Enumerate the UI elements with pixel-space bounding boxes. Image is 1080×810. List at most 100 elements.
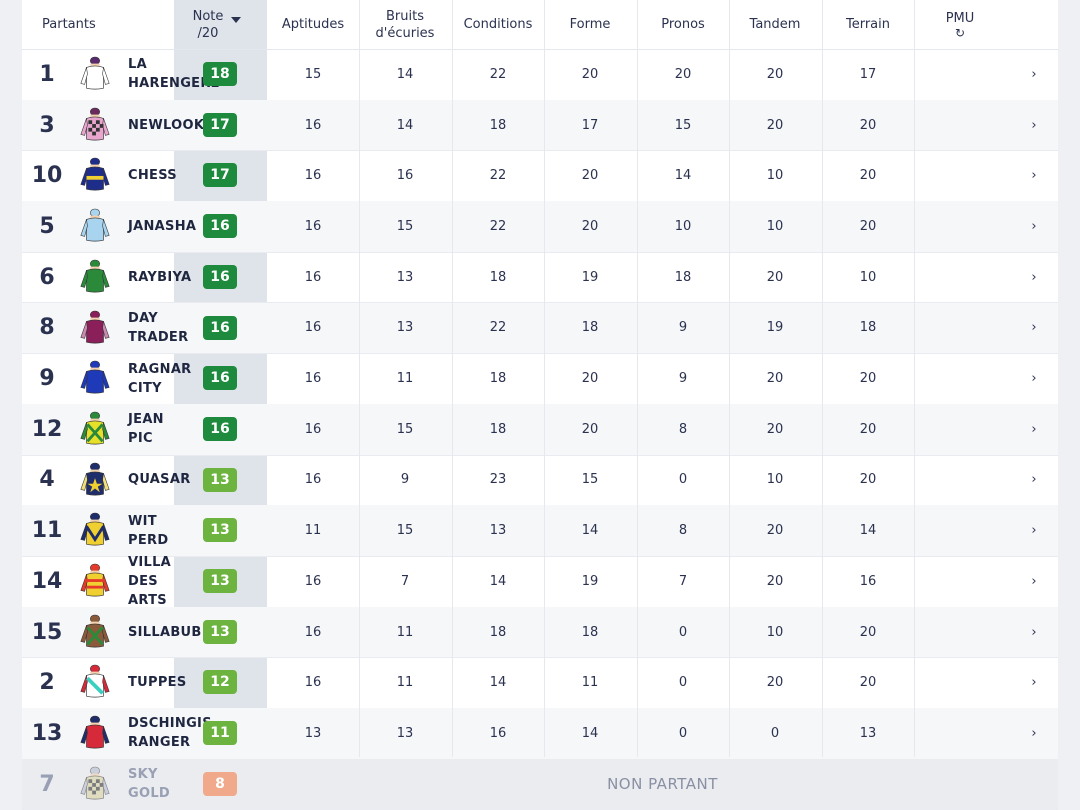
horse-name[interactable]: CHESS xyxy=(128,168,177,184)
jockey-silk-icon xyxy=(78,765,112,803)
col-pmu[interactable]: PMU ↻ xyxy=(914,0,1006,49)
chevron-right-icon[interactable]: › xyxy=(1031,320,1037,336)
col-forme[interactable]: Forme xyxy=(544,0,636,49)
cell-tandem: 20 xyxy=(766,269,784,285)
runner-number: 15 xyxy=(31,619,63,645)
chevron-right-icon[interactable]: › xyxy=(1031,573,1037,589)
cell-tandem: 19 xyxy=(766,320,784,336)
chevron-right-icon[interactable]: › xyxy=(1031,66,1037,82)
table-row[interactable]: 4 QUASAR 13 16 9 23 15 0 10 20 › xyxy=(22,455,1058,507)
cell-pronos: 15 xyxy=(674,117,692,133)
horse-name[interactable]: DSCHINGIS RANGER xyxy=(128,716,212,751)
table-row[interactable]: 10 CHESS 17 16 16 22 20 14 10 20 › xyxy=(22,150,1058,203)
runner-number: 7 xyxy=(39,771,55,797)
cell-bruits: 13 xyxy=(396,725,414,741)
horse-name[interactable]: SKY GOLD xyxy=(128,767,170,802)
note-badge: 16 xyxy=(203,315,237,340)
cell-forme: 14 xyxy=(581,523,599,539)
table-row[interactable]: 1 LA HARENGERE 18 15 14 22 20 20 20 17 › xyxy=(22,49,1058,101)
cell-tandem: 20 xyxy=(766,421,784,437)
table-row[interactable]: 9 RAGNAR CITY 16 16 11 18 20 9 20 20 › xyxy=(22,353,1058,405)
horse-name[interactable]: DAY TRADER xyxy=(128,310,189,345)
note-badge: 17 xyxy=(203,163,237,188)
jockey-silk-icon xyxy=(78,359,112,397)
cell-forme: 20 xyxy=(581,218,599,234)
non-partant-label: NON PARTANT xyxy=(607,775,718,794)
table-row[interactable]: 13 DSCHINGIS RANGER 11 13 13 16 14 0 0 13 › xyxy=(22,708,1058,760)
horse-name[interactable]: JEAN PIC xyxy=(128,412,164,447)
cell-terrain: 20 xyxy=(859,624,877,640)
chevron-right-icon[interactable]: › xyxy=(1031,269,1037,285)
chevron-right-icon[interactable]: › xyxy=(1031,675,1037,691)
note-badge: 16 xyxy=(203,416,237,441)
horse-name[interactable]: WIT PERD xyxy=(128,513,169,548)
cell-bruits: 14 xyxy=(396,66,414,82)
cell-aptitudes: 16 xyxy=(304,421,322,437)
horse-name[interactable]: TUPPES xyxy=(128,675,187,691)
table-row[interactable]: 8 DAY TRADER 16 16 13 22 18 9 19 18 › xyxy=(22,302,1058,355)
cell-terrain: 20 xyxy=(859,168,877,184)
chevron-right-icon[interactable]: › xyxy=(1031,472,1037,488)
cell-bruits: 15 xyxy=(396,523,414,539)
table-row[interactable]: 2 TUPPES 12 16 11 14 11 0 20 20 › xyxy=(22,657,1058,710)
col-pronos[interactable]: Pronos xyxy=(637,0,729,49)
cell-forme: 15 xyxy=(581,472,599,488)
horse-name[interactable]: NEWLOOK xyxy=(128,117,205,133)
table-row[interactable]: 14 VILLA DES ARTS 13 16 7 14 19 7 20 16 › xyxy=(22,554,1058,608)
cell-pronos: 10 xyxy=(674,218,692,234)
table-row[interactable]: 5 JANASHA 16 16 15 22 20 10 10 20 › xyxy=(22,201,1058,253)
chevron-right-icon[interactable]: › xyxy=(1031,421,1037,437)
col-bruits[interactable]: Bruits d'écuries xyxy=(359,0,451,49)
jockey-silk-icon xyxy=(78,410,112,448)
cell-bruits: 13 xyxy=(396,269,414,285)
cell-conditions: 14 xyxy=(489,675,507,691)
col-conditions[interactable]: Conditions xyxy=(452,0,544,49)
chevron-right-icon[interactable]: › xyxy=(1031,218,1037,234)
table-row[interactable]: 11 WIT PERD 13 11 15 13 14 8 20 14 › xyxy=(22,505,1058,557)
col-terrain[interactable]: Terrain xyxy=(822,0,914,49)
caret-down-icon[interactable] xyxy=(231,17,241,23)
note-badge: 8 xyxy=(203,771,237,796)
horse-name[interactable]: RAYBIYA xyxy=(128,269,192,285)
col-partants[interactable]: Partants xyxy=(22,0,172,49)
horse-name[interactable]: VILLA DES ARTS xyxy=(128,554,172,608)
horse-name[interactable]: LA HARENGERE xyxy=(128,57,220,92)
note-badge: 13 xyxy=(203,569,237,593)
col-note[interactable]: Note /20 xyxy=(174,0,242,49)
cell-terrain: 20 xyxy=(859,371,877,387)
col-aptitudes[interactable]: Aptitudes xyxy=(267,0,359,49)
col-tandem[interactable]: Tandem xyxy=(729,0,821,49)
table-row[interactable]: 7 SKY GOLD 8 NON PARTANT xyxy=(22,758,1058,810)
cell-aptitudes: 16 xyxy=(304,371,322,387)
chevron-right-icon[interactable]: › xyxy=(1031,371,1037,387)
cell-bruits: 14 xyxy=(396,117,414,133)
chevron-right-icon[interactable]: › xyxy=(1031,725,1037,741)
cell-forme: 20 xyxy=(581,168,599,184)
chevron-right-icon[interactable]: › xyxy=(1031,168,1037,184)
table-row[interactable]: 12 JEAN PIC 16 16 15 18 20 8 20 20 › xyxy=(22,403,1058,456)
runner-number: 10 xyxy=(31,163,63,189)
cell-pronos: 7 xyxy=(678,573,688,589)
cell-terrain: 20 xyxy=(859,472,877,488)
horse-name[interactable]: SILLABUB xyxy=(128,624,202,640)
chevron-right-icon[interactable]: › xyxy=(1031,624,1037,640)
chevron-right-icon[interactable]: › xyxy=(1031,117,1037,133)
note-badge: 13 xyxy=(203,518,237,543)
horse-name[interactable]: RAGNAR CITY xyxy=(128,361,192,396)
cell-aptitudes: 16 xyxy=(304,624,322,640)
jockey-silk-icon xyxy=(78,562,112,600)
table-row[interactable]: 15 SILLABUB 13 16 11 18 18 0 10 20 › xyxy=(22,606,1058,659)
refresh-icon[interactable]: ↻ xyxy=(954,25,966,40)
table-row[interactable]: 3 NEWLOOK 17 16 14 18 17 15 20 20 › xyxy=(22,99,1058,152)
table-row[interactable]: 6 RAYBIYA 16 16 13 18 19 18 20 10 › xyxy=(22,252,1058,304)
chevron-right-icon[interactable]: › xyxy=(1031,523,1037,539)
runner-number: 14 xyxy=(31,568,63,594)
horse-name[interactable]: JANASHA xyxy=(128,218,197,234)
jockey-silk-icon xyxy=(78,613,112,651)
runner-number: 12 xyxy=(31,416,63,442)
cell-conditions: 22 xyxy=(489,218,507,234)
column-divider xyxy=(452,0,453,757)
horse-name[interactable]: QUASAR xyxy=(128,472,191,488)
cell-bruits: 11 xyxy=(396,624,414,640)
runner-number: 2 xyxy=(39,670,55,696)
